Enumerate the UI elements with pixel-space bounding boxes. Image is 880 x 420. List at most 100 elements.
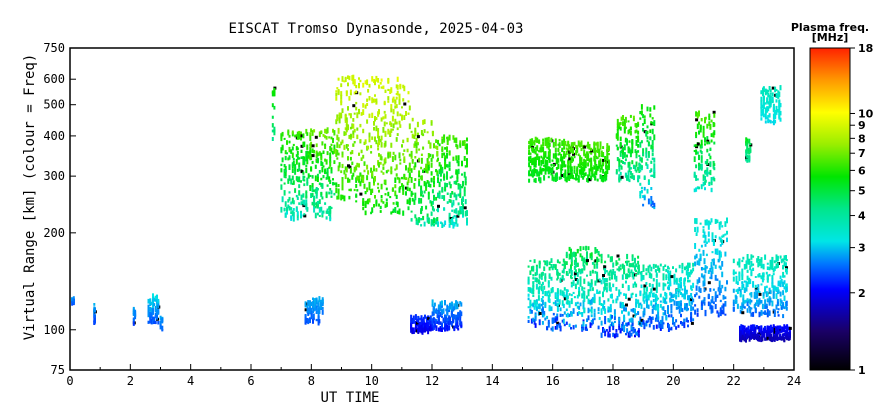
data-point xyxy=(747,325,750,331)
data-point xyxy=(531,141,534,144)
data-point xyxy=(719,251,722,258)
data-point xyxy=(732,258,735,264)
data-point xyxy=(444,300,446,306)
data-point xyxy=(583,307,586,314)
data-point xyxy=(294,164,297,168)
data-point xyxy=(690,293,693,297)
data-point xyxy=(651,205,654,208)
data-point xyxy=(574,324,577,328)
data-point xyxy=(711,232,714,237)
data-point xyxy=(637,255,640,259)
data-point xyxy=(739,309,742,314)
data-point xyxy=(575,177,578,181)
data-point xyxy=(639,111,642,115)
data-point xyxy=(632,115,635,119)
data-point xyxy=(344,114,347,121)
data-point xyxy=(451,175,454,178)
data-point xyxy=(443,173,446,177)
data-point xyxy=(300,144,304,148)
data-point xyxy=(762,311,765,315)
data-point xyxy=(635,135,638,139)
data-point xyxy=(535,269,538,274)
data-point xyxy=(408,166,411,172)
data-point xyxy=(607,308,610,313)
data-point xyxy=(378,84,380,89)
data-point xyxy=(616,123,619,128)
data-point xyxy=(417,318,420,324)
data-point xyxy=(593,297,596,304)
data-point xyxy=(602,327,604,332)
data-point xyxy=(287,178,290,184)
data-point xyxy=(149,300,152,307)
data-point xyxy=(615,298,618,301)
data-point xyxy=(709,147,712,150)
data-point xyxy=(764,102,767,105)
data-point xyxy=(664,283,667,287)
data-point xyxy=(360,178,363,183)
data-point xyxy=(294,167,297,171)
data-point xyxy=(772,113,775,119)
data-point xyxy=(764,286,767,292)
data-point xyxy=(345,166,348,173)
data-point xyxy=(631,160,634,165)
data-point xyxy=(288,206,291,211)
data-point xyxy=(389,121,392,125)
data-point xyxy=(307,312,310,316)
data-point xyxy=(702,249,705,256)
data-point xyxy=(347,124,349,131)
data-point xyxy=(355,85,358,89)
data-point xyxy=(529,142,532,148)
data-point xyxy=(292,143,295,146)
data-point xyxy=(556,316,559,321)
x-tick-label: 22 xyxy=(726,374,740,388)
colorbar-tick-label: 8 xyxy=(858,132,866,145)
data-point xyxy=(635,298,638,303)
data-point xyxy=(664,291,667,296)
data-point xyxy=(413,183,416,189)
data-point xyxy=(538,140,541,144)
data-point xyxy=(582,145,585,149)
data-point xyxy=(768,86,771,91)
data-point xyxy=(321,212,324,218)
data-point xyxy=(563,163,566,168)
data-point xyxy=(466,143,468,150)
data-point xyxy=(316,173,319,178)
data-point xyxy=(558,142,561,148)
data-point xyxy=(577,153,580,157)
data-point xyxy=(368,113,371,118)
data-point xyxy=(359,173,362,177)
data-point xyxy=(693,188,696,193)
chart-title: EISCAT Tromso Dynasonde, 2025-04-03 xyxy=(228,21,523,37)
data-point xyxy=(600,309,603,315)
data-point xyxy=(628,335,631,338)
data-point xyxy=(542,161,545,165)
data-point xyxy=(529,299,532,304)
data-point xyxy=(653,202,656,207)
data-point xyxy=(765,271,768,275)
data-point xyxy=(459,310,462,314)
data-point xyxy=(758,273,761,278)
data-point xyxy=(714,235,717,239)
data-point xyxy=(696,279,699,285)
data-point xyxy=(700,151,703,155)
data-point xyxy=(399,113,402,117)
data-point xyxy=(630,269,633,274)
data-point xyxy=(426,180,429,184)
data-point xyxy=(426,216,429,223)
data-point xyxy=(615,329,618,333)
data-point xyxy=(584,153,587,158)
data-point xyxy=(422,318,425,323)
data-point xyxy=(624,137,627,143)
data-point xyxy=(402,210,405,216)
data-point xyxy=(335,187,338,194)
data-point xyxy=(758,337,761,342)
data-point xyxy=(153,297,156,302)
data-point xyxy=(622,147,624,151)
data-point xyxy=(762,273,765,276)
data-point xyxy=(625,322,627,326)
data-point xyxy=(766,275,769,281)
data-point xyxy=(698,121,700,125)
data-point xyxy=(306,177,309,184)
data-point xyxy=(560,175,563,180)
